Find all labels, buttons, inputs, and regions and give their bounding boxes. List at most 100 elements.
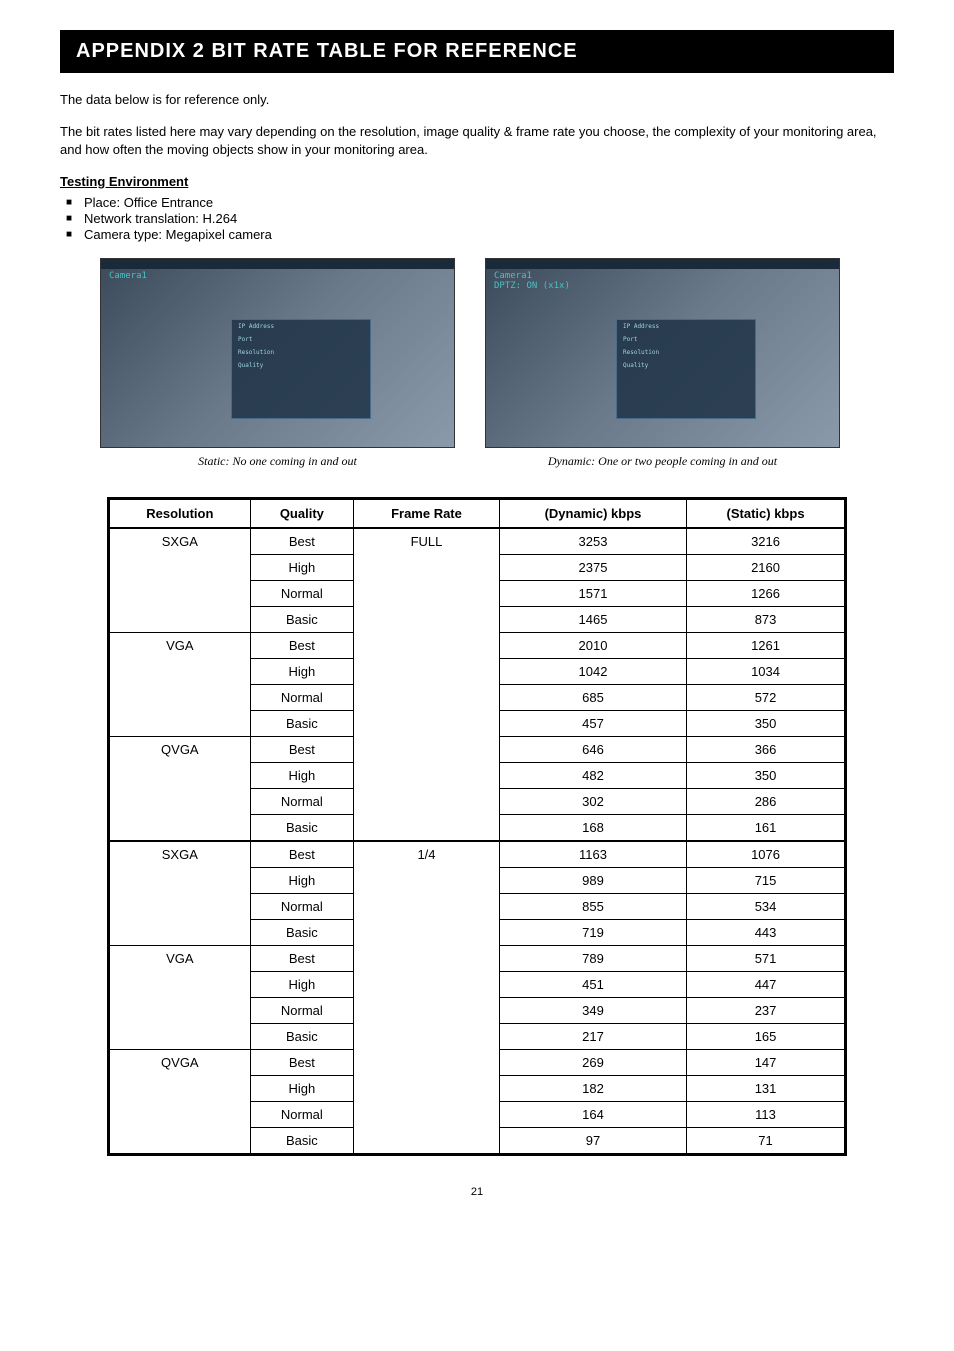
cell-resolution: VGA xyxy=(109,632,251,736)
cell-dynamic: 989 xyxy=(499,867,686,893)
static-caption: Static: No one coming in and out xyxy=(198,454,357,469)
bitrate-table: Resolution Quality Frame Rate (Dynamic) … xyxy=(107,497,847,1156)
cell-static: 71 xyxy=(687,1127,846,1154)
cell-quality: Normal xyxy=(250,788,353,814)
cell-quality: Basic xyxy=(250,1127,353,1154)
static-camera-image: Camera1 IP Address Port Resolution Quali… xyxy=(100,258,455,448)
cell-static: 2160 xyxy=(687,554,846,580)
cell-dynamic: 1042 xyxy=(499,658,686,684)
cell-quality: High xyxy=(250,554,353,580)
table-header-row: Resolution Quality Frame Rate (Dynamic) … xyxy=(109,498,846,528)
cell-dynamic: 3253 xyxy=(499,528,686,555)
cell-static: 1266 xyxy=(687,580,846,606)
page-number: 21 xyxy=(60,1186,894,1198)
cell-quality: Normal xyxy=(250,684,353,710)
info-overlay: IP Address Port Resolution Quality xyxy=(231,319,371,419)
cell-dynamic: 855 xyxy=(499,893,686,919)
cell-static: 715 xyxy=(687,867,846,893)
cell-quality: Best xyxy=(250,528,353,555)
cell-resolution: SXGA xyxy=(109,841,251,946)
cell-static: 165 xyxy=(687,1023,846,1049)
env-item: Camera type: Megapixel camera xyxy=(60,227,894,242)
cell-dynamic: 302 xyxy=(499,788,686,814)
cell-quality: Best xyxy=(250,841,353,868)
cell-dynamic: 182 xyxy=(499,1075,686,1101)
col-static: (Static) kbps xyxy=(687,498,846,528)
cell-dynamic: 457 xyxy=(499,710,686,736)
cell-static: 366 xyxy=(687,736,846,762)
intro-line-2: The bit rates listed here may vary depen… xyxy=(60,123,894,159)
cell-dynamic: 164 xyxy=(499,1101,686,1127)
cell-static: 3216 xyxy=(687,528,846,555)
cell-static: 147 xyxy=(687,1049,846,1075)
cell-resolution: VGA xyxy=(109,945,251,1049)
cell-quality: High xyxy=(250,971,353,997)
cell-static: 1034 xyxy=(687,658,846,684)
cell-quality: Basic xyxy=(250,606,353,632)
cell-static: 447 xyxy=(687,971,846,997)
cell-dynamic: 97 xyxy=(499,1127,686,1154)
cell-quality: Basic xyxy=(250,919,353,945)
cell-quality: High xyxy=(250,1075,353,1101)
image-row: Camera1 IP Address Port Resolution Quali… xyxy=(60,258,894,469)
cell-dynamic: 1571 xyxy=(499,580,686,606)
dynamic-image-block: Camera1 DPTZ: ON (x1x) IP Address Port R… xyxy=(485,258,840,469)
cell-quality: Basic xyxy=(250,814,353,841)
cell-dynamic: 2010 xyxy=(499,632,686,658)
cell-resolution: QVGA xyxy=(109,736,251,841)
cell-quality: Basic xyxy=(250,1023,353,1049)
cell-quality: Normal xyxy=(250,893,353,919)
cell-static: 161 xyxy=(687,814,846,841)
cell-quality: High xyxy=(250,658,353,684)
cell-dynamic: 168 xyxy=(499,814,686,841)
cell-static: 534 xyxy=(687,893,846,919)
env-item: Network translation: H.264 xyxy=(60,211,894,226)
table-row: SXGABest1/411631076 xyxy=(109,841,846,868)
cell-static: 350 xyxy=(687,762,846,788)
cell-quality: Normal xyxy=(250,997,353,1023)
env-item: Place: Office Entrance xyxy=(60,195,894,210)
cell-quality: Normal xyxy=(250,1101,353,1127)
cell-dynamic: 269 xyxy=(499,1049,686,1075)
cell-static: 113 xyxy=(687,1101,846,1127)
cell-quality: Best xyxy=(250,945,353,971)
cell-static: 571 xyxy=(687,945,846,971)
cell-frame-rate: 1/4 xyxy=(354,841,500,1155)
table-row: SXGABestFULL32533216 xyxy=(109,528,846,555)
cell-dynamic: 482 xyxy=(499,762,686,788)
cell-static: 1261 xyxy=(687,632,846,658)
cell-static: 572 xyxy=(687,684,846,710)
cell-quality: Basic xyxy=(250,710,353,736)
cell-frame-rate: FULL xyxy=(354,528,500,841)
cell-quality: Best xyxy=(250,1049,353,1075)
appendix-header: APPENDIX 2 BIT RATE TABLE FOR REFERENCE xyxy=(60,30,894,73)
camera-label-right: Camera1 DPTZ: ON (x1x) xyxy=(494,271,570,291)
col-frame-rate: Frame Rate xyxy=(354,498,500,528)
cell-quality: Normal xyxy=(250,580,353,606)
col-resolution: Resolution xyxy=(109,498,251,528)
cell-dynamic: 1465 xyxy=(499,606,686,632)
cell-resolution: SXGA xyxy=(109,528,251,633)
camera-label-left: Camera1 xyxy=(109,271,147,281)
cell-dynamic: 789 xyxy=(499,945,686,971)
static-image-block: Camera1 IP Address Port Resolution Quali… xyxy=(100,258,455,469)
cell-dynamic: 217 xyxy=(499,1023,686,1049)
cell-static: 1076 xyxy=(687,841,846,868)
cell-dynamic: 1163 xyxy=(499,841,686,868)
cell-dynamic: 646 xyxy=(499,736,686,762)
cell-dynamic: 451 xyxy=(499,971,686,997)
cell-quality: High xyxy=(250,867,353,893)
intro-line-1: The data below is for reference only. xyxy=(60,91,894,109)
cell-static: 237 xyxy=(687,997,846,1023)
cell-dynamic: 2375 xyxy=(499,554,686,580)
cell-quality: Best xyxy=(250,632,353,658)
info-overlay: IP Address Port Resolution Quality xyxy=(616,319,756,419)
testing-environment-list: Place: Office Entrance Network translati… xyxy=(60,195,894,242)
dynamic-caption: Dynamic: One or two people coming in and… xyxy=(548,454,777,469)
cell-static: 873 xyxy=(687,606,846,632)
cell-dynamic: 349 xyxy=(499,997,686,1023)
dynamic-camera-image: Camera1 DPTZ: ON (x1x) IP Address Port R… xyxy=(485,258,840,448)
col-quality: Quality xyxy=(250,498,353,528)
cell-dynamic: 719 xyxy=(499,919,686,945)
cell-quality: Best xyxy=(250,736,353,762)
